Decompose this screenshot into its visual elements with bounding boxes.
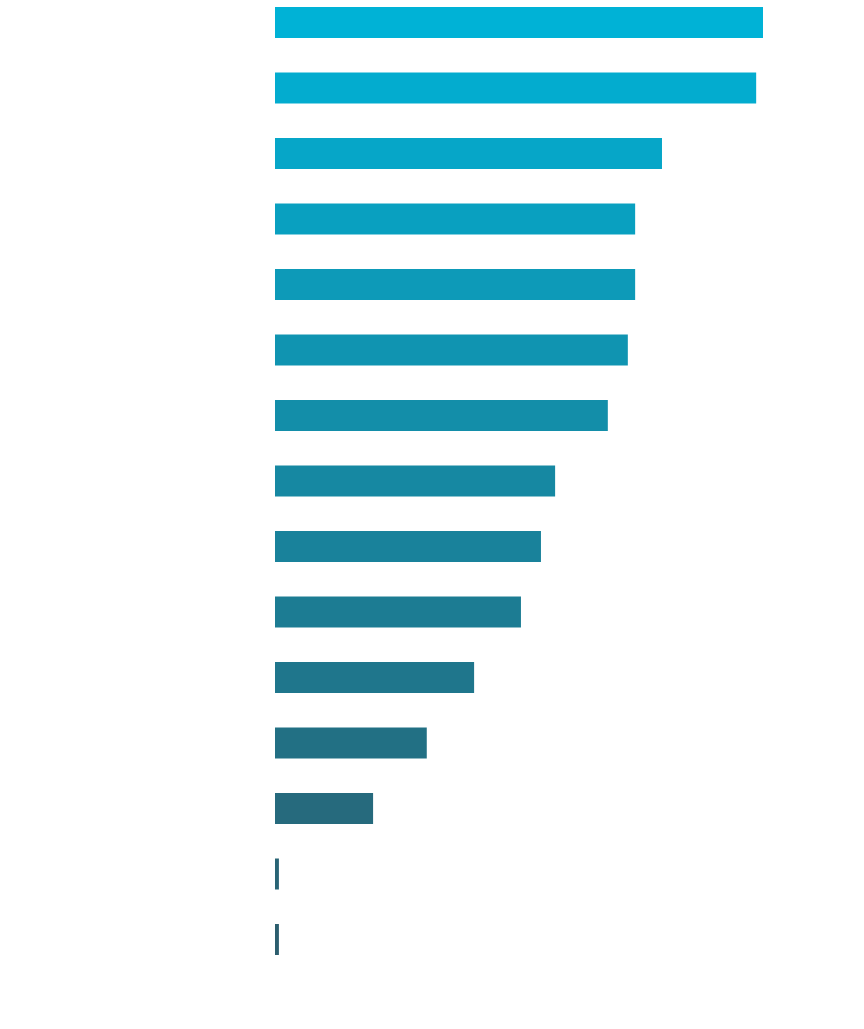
bar	[275, 72, 757, 104]
bar	[275, 727, 427, 759]
bar	[275, 203, 636, 235]
bar	[275, 465, 556, 497]
bar	[275, 858, 279, 890]
bar	[275, 596, 521, 628]
bar	[275, 400, 608, 431]
bar	[275, 531, 541, 562]
bar	[275, 7, 763, 38]
bar	[275, 662, 475, 693]
bar	[275, 924, 279, 955]
bar	[275, 138, 662, 169]
bar	[275, 334, 628, 366]
bar	[275, 793, 374, 824]
bar	[275, 269, 636, 300]
